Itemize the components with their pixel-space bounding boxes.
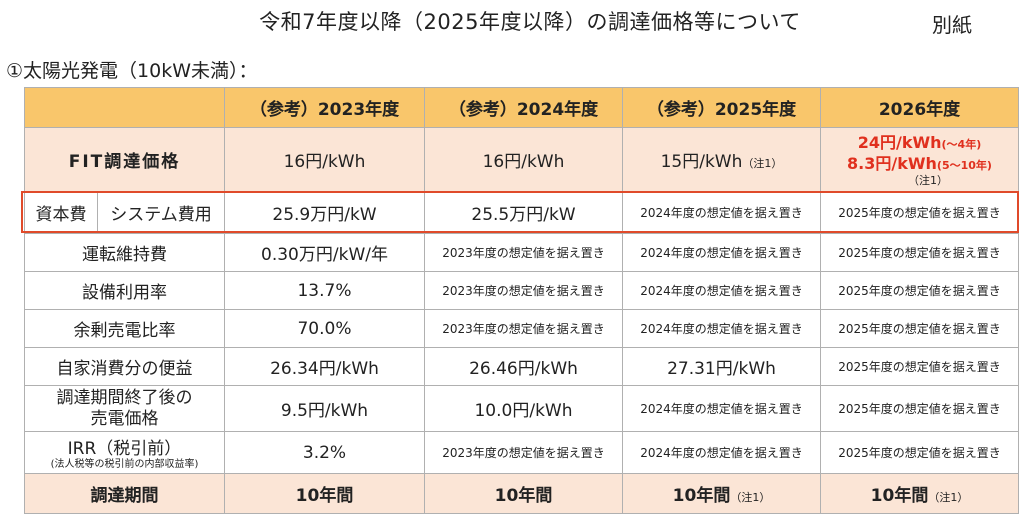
header-2023: （参考）2023年度	[224, 87, 425, 128]
irr-label-cell: IRR（税引前） (法人税等の税引前の内部収益率)	[24, 431, 225, 474]
row-2024: 2023年度の想定値を据え置き	[424, 309, 623, 348]
term-2025-note: （注1）	[730, 491, 771, 504]
row-2024: 2023年度の想定値を据え置き	[424, 233, 623, 272]
system-cost-2024: 25.5万円/kW	[424, 191, 623, 234]
header-blank	[24, 87, 225, 128]
row-2025: 2024年度の想定値を据え置き	[622, 271, 821, 310]
irr-sublabel: (法人税等の税引前の内部収益率)	[50, 459, 199, 470]
row-2024: 10.0円/kWh	[424, 385, 623, 432]
term-2025-value: 10年間	[672, 486, 731, 506]
row-2025: 2024年度の想定値を据え置き	[622, 233, 821, 272]
row-2023: 26.34円/kWh	[224, 347, 425, 386]
term-2024: 10年間	[424, 473, 623, 514]
term-2026: 10年間（注1）	[820, 473, 1019, 514]
row-2024: 26.46円/kWh	[424, 347, 623, 386]
irr-2024: 2023年度の想定値を据え置き	[424, 431, 623, 474]
table-row: 運転維持費 0.30万円/kW/年 2023年度の想定値を据え置き 2024年度…	[24, 233, 1019, 272]
table-row: 調達期間終了後の売電価格 9.5円/kWh 10.0円/kWh 2024年度の想…	[24, 385, 1019, 432]
fit-price-2026-line1-sub: (～4年)	[941, 137, 982, 151]
term-2026-value: 10年間	[870, 486, 929, 506]
row-2023: 0.30万円/kW/年	[224, 233, 425, 272]
header-row: （参考）2023年度 （参考）2024年度 （参考）2025年度 2026年度	[24, 87, 1019, 128]
fit-price-label: FIT調達価格	[24, 127, 225, 192]
header-2024: （参考）2024年度	[424, 87, 623, 128]
table-row: 余剰売電比率 70.0% 2023年度の想定値を据え置き 2024年度の想定値を…	[24, 309, 1019, 348]
table-row: 設備利用率 13.7% 2023年度の想定値を据え置き 2024年度の想定値を据…	[24, 271, 1019, 310]
row-2026: 2025年度の想定値を据え置き	[820, 271, 1019, 310]
irr-2023: 3.2%	[224, 431, 425, 474]
fit-price-2026-line1: 24円/kWh	[857, 132, 942, 152]
system-cost-2023: 25.9万円/kW	[224, 191, 425, 234]
system-cost-sublabel: システム費用	[110, 205, 212, 225]
header-2025: （参考）2025年度	[622, 87, 821, 128]
fit-price-2026-line2-sub: (5～10年)	[936, 158, 992, 172]
annex-label: 別紙	[932, 13, 972, 37]
page-title: 令和7年度以降（2025年度以降）の調達価格等について	[259, 10, 801, 34]
row-2025: 2024年度の想定値を据え置き	[622, 385, 821, 432]
system-cost-2026: 2025年度の想定値を据え置き	[820, 191, 1019, 234]
fit-price-row: FIT調達価格 16円/kWh 16円/kWh 15円/kWh（注1） 24円/…	[24, 127, 1019, 192]
table-row: 自家消費分の便益 26.34円/kWh 26.46円/kWh 27.31円/kW…	[24, 347, 1019, 386]
system-cost-label: 資本費 システム費用	[24, 191, 225, 234]
header-2026: 2026年度	[820, 87, 1019, 128]
fit-price-2026-line2: 8.3円/kWh	[847, 153, 937, 173]
capital-cost-label: 資本費	[26, 192, 98, 233]
row-label-text: 調達期間終了後の売電価格	[56, 387, 193, 429]
system-cost-2025: 2024年度の想定値を据え置き	[622, 191, 821, 234]
procurement-price-table: （参考）2023年度 （参考）2024年度 （参考）2025年度 2026年度 …	[24, 87, 1019, 514]
row-2024: 2023年度の想定値を据え置き	[424, 271, 623, 310]
row-2025: 2024年度の想定値を据え置き	[622, 309, 821, 348]
system-cost-row: 資本費 システム費用 25.9万円/kW 25.5万円/kW 2024年度の想定…	[24, 191, 1019, 234]
row-label: 自家消費分の便益	[24, 347, 225, 386]
row-2026: 2025年度の想定値を据え置き	[820, 385, 1019, 432]
irr-row: IRR（税引前） (法人税等の税引前の内部収益率) 3.2% 2023年度の想定…	[24, 431, 1019, 474]
row-2023: 9.5円/kWh	[224, 385, 425, 432]
row-2026: 2025年度の想定値を据え置き	[820, 309, 1019, 348]
fit-price-2025: 15円/kWh（注1）	[622, 127, 821, 192]
row-2023: 13.7%	[224, 271, 425, 310]
fit-price-2024: 16円/kWh	[424, 127, 623, 192]
fit-price-2025-note: （注1）	[742, 157, 783, 170]
row-label: 調達期間終了後の売電価格	[24, 385, 225, 432]
fit-price-2025-value: 15円/kWh	[660, 152, 743, 172]
row-label: 運転維持費	[24, 233, 225, 272]
row-label: 設備利用率	[24, 271, 225, 310]
fit-price-2026: 24円/kWh(～4年) 8.3円/kWh(5～10年) （注1）	[820, 127, 1019, 192]
term-label: 調達期間	[24, 473, 225, 514]
row-2026: 2025年度の想定値を据え置き	[820, 347, 1019, 386]
irr-label: IRR（税引前）	[67, 439, 182, 459]
term-2026-note: （注1）	[928, 491, 969, 504]
row-label: 余剰売電比率	[24, 309, 225, 348]
section-subtitle: ①太陽光発電（10kW未満）：	[6, 60, 258, 82]
term-2025: 10年間（注1）	[622, 473, 821, 514]
irr-2025: 2024年度の想定値を据え置き	[622, 431, 821, 474]
row-2026: 2025年度の想定値を据え置き	[820, 233, 1019, 272]
row-2025: 27.31円/kWh	[622, 347, 821, 386]
row-2023: 70.0%	[224, 309, 425, 348]
irr-2026: 2025年度の想定値を据え置き	[820, 431, 1019, 474]
fit-price-2026-note: （注1）	[908, 173, 948, 187]
procurement-term-row: 調達期間 10年間 10年間 10年間（注1） 10年間（注1）	[24, 473, 1019, 514]
fit-price-2023: 16円/kWh	[224, 127, 425, 192]
term-2023: 10年間	[224, 473, 425, 514]
